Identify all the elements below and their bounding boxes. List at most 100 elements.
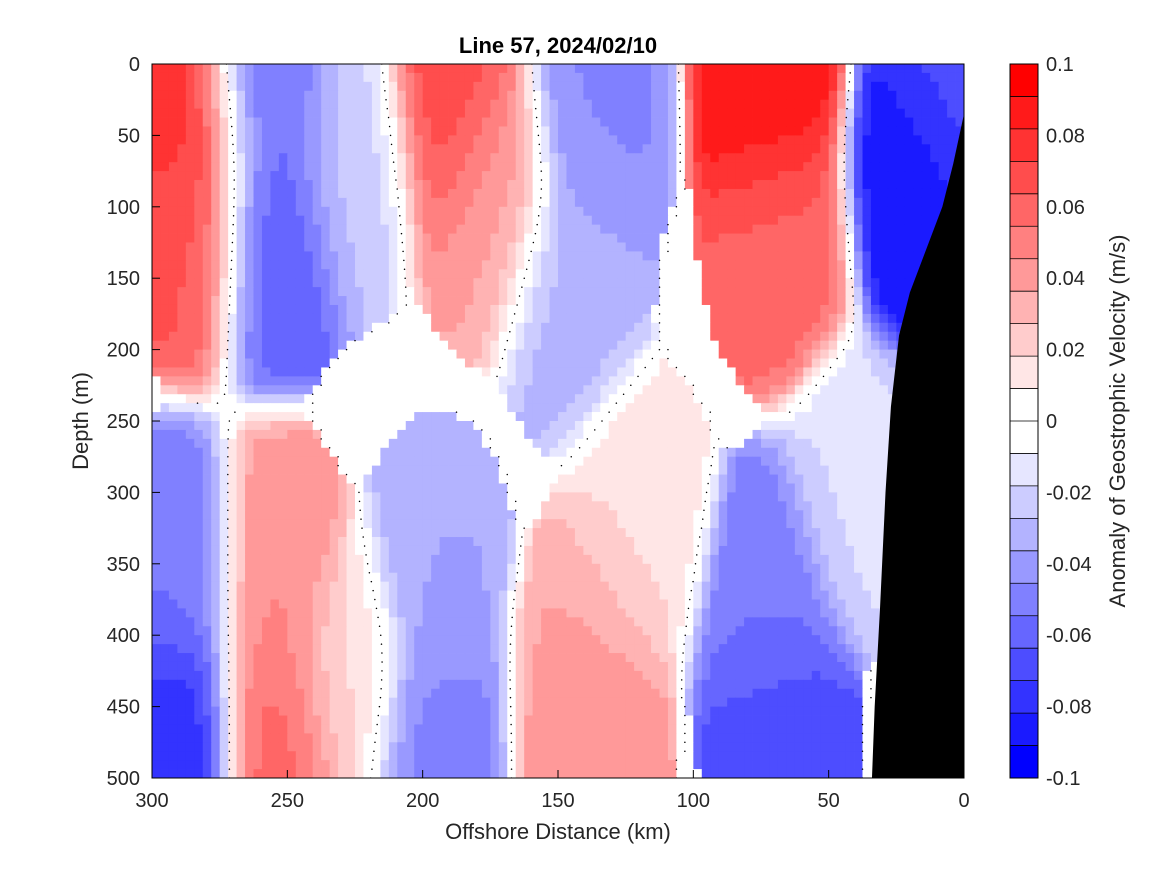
velocity-cell: [456, 206, 466, 217]
velocity-cell: [355, 278, 364, 288]
velocity-cell: [490, 492, 500, 502]
velocity-cell: [634, 367, 643, 377]
velocity-cell: [718, 269, 728, 279]
velocity-cell: [245, 126, 254, 136]
velocity-cell: [481, 349, 491, 359]
velocity-cell: [228, 144, 237, 154]
velocity-cell: [439, 519, 449, 529]
velocity-cell: [448, 456, 457, 467]
velocity-cell: [261, 99, 271, 110]
velocity-cell: [261, 429, 271, 440]
velocity-cell: [405, 135, 415, 145]
velocity-cell: [735, 385, 745, 395]
velocity-cell: [380, 331, 390, 342]
velocity-cell: [862, 215, 872, 226]
velocity-cell: [270, 474, 280, 484]
velocity-cell: [718, 474, 728, 484]
velocity-cell: [228, 421, 237, 431]
velocity-cell: [676, 233, 686, 243]
velocity-cell: [177, 501, 187, 511]
velocity-cell: [312, 99, 322, 110]
velocity-cell: [777, 287, 787, 297]
velocity-cell: [600, 501, 610, 511]
velocity-cell: [177, 180, 187, 190]
velocity-cell: [321, 64, 331, 74]
velocity-cell: [735, 483, 745, 493]
velocity-cell: [777, 376, 787, 386]
velocity-cell: [236, 260, 246, 270]
velocity-cell: [676, 242, 686, 252]
velocity-cell: [828, 224, 838, 234]
velocity-cell: [837, 510, 846, 520]
velocity-cell: [211, 171, 221, 181]
velocity-cell: [490, 260, 500, 270]
velocity-cell: [887, 64, 897, 74]
velocity-cell: [278, 153, 288, 163]
velocity-cell: [211, 242, 221, 252]
velocity-cell: [870, 108, 880, 118]
velocity-cell: [634, 278, 643, 288]
velocity-cell: [676, 108, 686, 118]
velocity-cell: [304, 251, 314, 261]
velocity-cell: [363, 197, 373, 208]
velocity-cell: [887, 304, 897, 315]
velocity-cell: [363, 188, 373, 199]
velocity-cell: [253, 385, 263, 395]
velocity-cell: [397, 126, 407, 136]
velocity-cell: [693, 64, 703, 74]
velocity-cell: [693, 474, 703, 484]
velocity-cell: [541, 162, 550, 172]
velocity-cell: [684, 385, 694, 395]
velocity-cell: [481, 492, 491, 502]
velocity-cell: [718, 367, 728, 377]
velocity-cell: [769, 331, 779, 342]
velocity-cell: [448, 304, 457, 315]
velocity-cell: [228, 197, 237, 208]
velocity-cell: [684, 197, 694, 208]
velocity-cell: [236, 456, 246, 467]
velocity-cell: [456, 162, 466, 172]
velocity-cell: [566, 153, 576, 163]
velocity-cell: [160, 304, 170, 315]
velocity-cell: [752, 456, 762, 467]
velocity-cell: [295, 492, 305, 502]
velocity-cell: [515, 99, 525, 110]
velocity-cell: [583, 394, 593, 404]
velocity-cell: [261, 269, 271, 279]
velocity-cell: [456, 117, 466, 127]
velocity-cell: [346, 81, 356, 92]
velocity-cell: [870, 260, 880, 270]
velocity-cell: [887, 313, 897, 324]
velocity-cell: [600, 153, 610, 163]
velocity-cell: [236, 492, 246, 502]
velocity-cell: [541, 81, 550, 92]
velocity-cell: [887, 90, 897, 101]
velocity-cell: [583, 322, 593, 333]
velocity-cell: [744, 376, 753, 386]
velocity-cell: [211, 403, 221, 413]
velocity-cell: [854, 144, 863, 154]
velocity-cell: [363, 224, 373, 234]
velocity-cell: [566, 331, 576, 342]
velocity-cell: [329, 492, 339, 502]
velocity-cell: [735, 188, 745, 199]
velocity-cell: [811, 403, 821, 413]
velocity-cell: [371, 278, 381, 288]
velocity-cell: [473, 349, 483, 359]
velocity-cell: [380, 287, 390, 297]
velocity-cell: [405, 501, 415, 511]
velocity-cell: [498, 465, 508, 475]
velocity-cell: [541, 269, 550, 279]
velocity-cell: [761, 322, 770, 333]
velocity-cell: [355, 117, 364, 127]
velocity-cell: [219, 162, 229, 172]
velocity-cell: [278, 72, 288, 83]
velocity-cell: [287, 269, 297, 279]
velocity-cell: [532, 206, 542, 217]
velocity-cell: [185, 349, 195, 359]
velocity-cell: [896, 162, 906, 172]
velocity-cell: [769, 287, 779, 297]
velocity-cell: [625, 72, 635, 83]
velocity-cell: [177, 81, 187, 92]
velocity-cell: [388, 394, 398, 404]
